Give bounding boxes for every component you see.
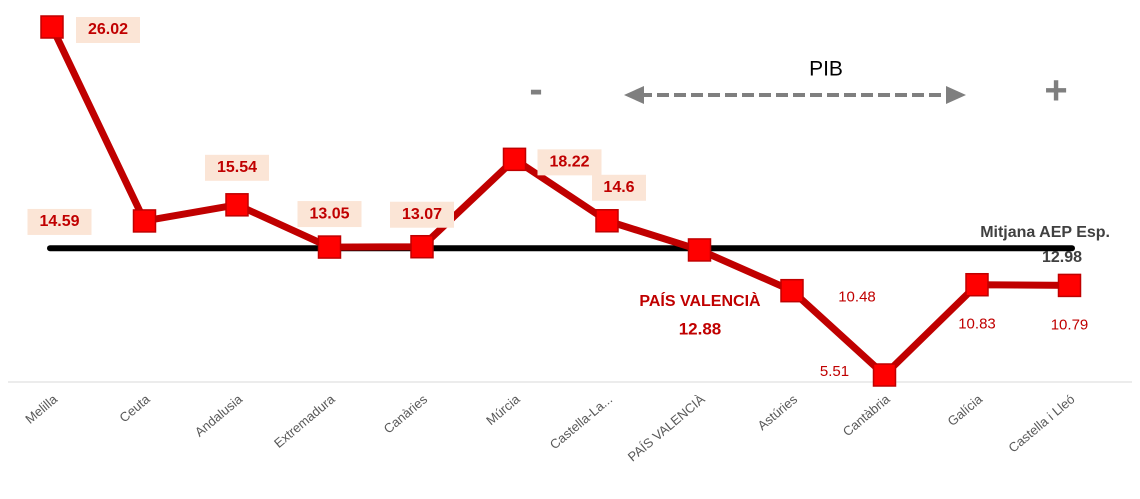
series-line [48, 25, 1070, 379]
marker [317, 235, 342, 259]
annotation-region: PAÍS VALENCIÀ [639, 291, 761, 310]
average-value: 12.98 [1042, 249, 1082, 266]
plus-label: + [1044, 69, 1067, 113]
x-tick-label: Múrcia [483, 391, 523, 428]
x-tick-label: Castella i Lleó [1005, 391, 1077, 455]
marker [595, 209, 619, 233]
average-label: Mitjana AEP Esp. [980, 224, 1110, 241]
x-tick-label: Ceuta [116, 391, 153, 425]
data-label: 15.54 [217, 159, 257, 176]
data-label: 14.59 [39, 213, 79, 230]
x-tick-label: Canàries [381, 391, 431, 436]
label-box [537, 149, 602, 176]
marker [1057, 273, 1082, 298]
x-tick-label: Cantàbria [840, 391, 893, 439]
data-label: 5.51 [820, 363, 849, 380]
label-box [390, 201, 454, 228]
x-tick-label: PAÍS VALENCIÀ [625, 391, 708, 464]
x-tick-label: Astúries [755, 391, 801, 433]
arrow-head [624, 86, 644, 104]
label-box [27, 208, 92, 235]
marker [40, 15, 64, 39]
arrow-head [946, 86, 966, 104]
marker [687, 238, 712, 262]
marker [502, 147, 527, 172]
label-box [205, 154, 269, 181]
label-box [297, 201, 362, 228]
pib-label: PIB [809, 58, 843, 81]
annotation-value: 12.88 [679, 319, 722, 338]
marker [132, 209, 157, 233]
marker [410, 234, 434, 259]
data-label: 18.22 [549, 154, 589, 171]
marker [965, 272, 989, 297]
x-tick-label: Extremadura [271, 391, 338, 451]
label-box [76, 17, 140, 43]
label-box [592, 174, 646, 201]
x-tick-label: Melilla [22, 391, 60, 427]
data-label: 13.05 [309, 205, 349, 222]
x-tick-label: Castella-La... [547, 391, 615, 452]
data-label: 14.6 [603, 179, 634, 196]
data-label: 10.79 [1051, 316, 1089, 333]
marker [225, 193, 249, 217]
marker [872, 363, 897, 387]
data-label: 26.02 [88, 21, 128, 38]
minus-label: - [529, 68, 542, 112]
x-tick-label: Galícia [944, 391, 985, 429]
marker [780, 278, 804, 303]
data-label: 10.83 [958, 316, 996, 333]
data-label: 13.07 [402, 206, 442, 223]
x-tick-label: Andalusia [192, 391, 246, 440]
data-label: 10.48 [838, 289, 876, 306]
